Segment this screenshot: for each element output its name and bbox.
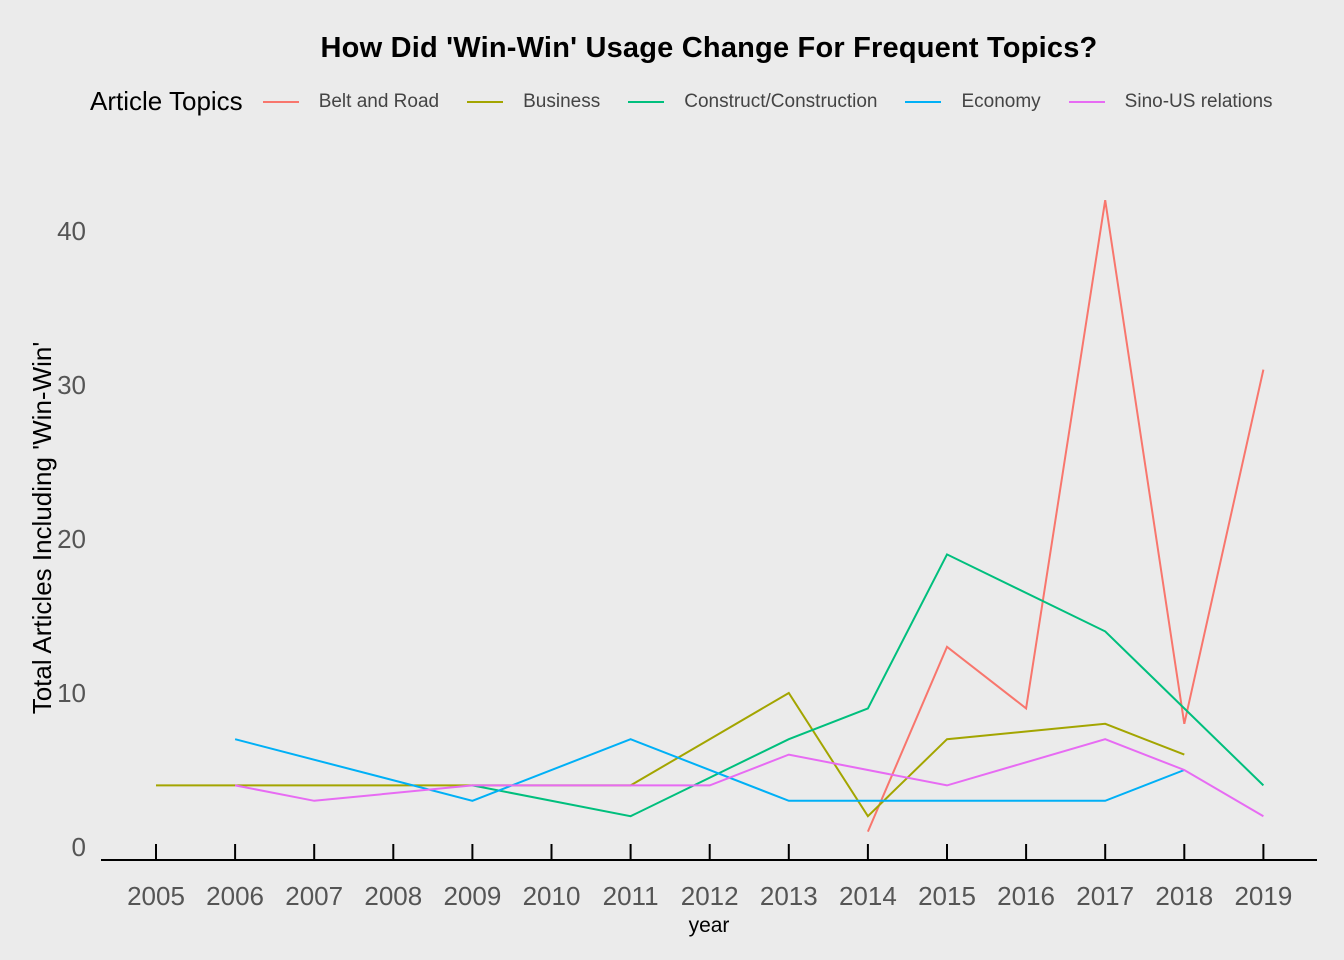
chart-title: How Did 'Win-Win' Usage Change For Frequ… [320, 32, 1098, 64]
legend-label-construction: Construct/Construction [684, 90, 878, 112]
legend-item-business: Business [467, 91, 600, 113]
y-tick-label: 20 [57, 524, 86, 554]
x-tick-label: 2017 [1076, 881, 1134, 911]
y-tick-label: 10 [57, 678, 86, 708]
legend-title: Article Topics [90, 86, 243, 116]
y-tick-label: 0 [72, 832, 86, 862]
legend-label-sino-us-relations: Sino-US relations [1124, 90, 1273, 112]
y-tick-label: 30 [57, 370, 86, 400]
x-ticks: 2005 2006 2007 2008 2009 2010 2011 2012 2013 2014… [127, 844, 1292, 911]
legend-key-construction [628, 100, 665, 103]
x-tick-label: 2019 [1234, 881, 1292, 911]
series-line-sino-us-relations [234, 738, 1264, 818]
x-tick-label: 2018 [1155, 881, 1213, 911]
series-line-business [156, 691, 1185, 818]
series-line-belt-and-road [866, 200, 1265, 832]
x-tick-label: 2011 [603, 881, 659, 911]
y-axis-title: Total Articles Including 'Win-Win' [27, 342, 57, 715]
legend-key-belt-and-road [262, 100, 299, 103]
series-lines [156, 200, 1265, 832]
x-tick-label: 2010 [523, 881, 581, 911]
x-tick-label: 2015 [918, 881, 976, 911]
legend-key-business [467, 100, 504, 103]
legend-item-construction: Construct/Construction [628, 91, 877, 113]
legend-item-sino-us-relations: Sino-US relations [1068, 90, 1273, 113]
x-tick-label: 2013 [760, 881, 818, 911]
legend-item-economy: Economy [905, 90, 1041, 113]
legend-label-belt-and-road: Belt and Road [318, 90, 440, 112]
series-line-economy [234, 738, 1185, 802]
x-tick-label: 2008 [364, 881, 422, 911]
legend-label-business: Business [523, 90, 601, 112]
legend: Article Topics Belt and Road Business Co… [90, 86, 1301, 117]
legend-key-economy [905, 100, 942, 103]
x-tick-label: 2009 [443, 881, 501, 911]
x-tick-label: 2006 [206, 881, 264, 911]
x-tick-label: 2012 [681, 881, 739, 911]
x-tick-label: 2007 [285, 881, 343, 911]
legend-item-belt-and-road: Belt and Road [262, 90, 440, 113]
series-line-construct-construction [472, 553, 1265, 818]
legend-label-economy: Economy [961, 90, 1041, 112]
x-tick-label: 2005 [127, 881, 185, 911]
x-axis-title: year [689, 914, 730, 937]
x-tick-label: 2016 [997, 881, 1055, 911]
y-tick-label: 40 [57, 216, 86, 246]
x-tick-label: 2014 [839, 881, 897, 911]
y-tick-labels: 0 10 20 30 40 [57, 216, 86, 862]
legend-key-sino-us-relations [1068, 100, 1105, 103]
